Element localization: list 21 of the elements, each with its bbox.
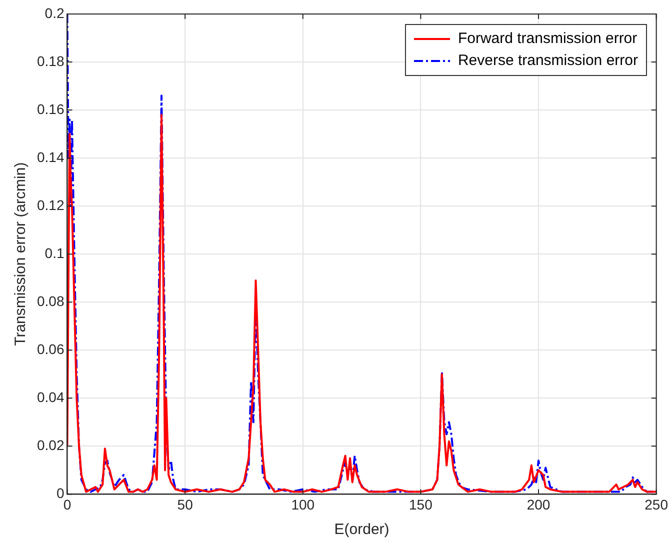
line-series [67, 14, 656, 493]
y-tick-label: 0.02 [37, 437, 64, 454]
y-axis-title: Transmission error (arcmin) [12, 162, 30, 346]
y-tick-label: 0.06 [37, 341, 64, 357]
y-tick-label: 0.04 [37, 389, 64, 406]
x-tick-label: 200 [526, 496, 550, 512]
legend-label: Forward transmission error [458, 29, 638, 49]
x-tick-label: 150 [409, 496, 433, 512]
y-tick-label: 0.12 [37, 196, 64, 213]
y-tick-label: 0.08 [37, 292, 64, 309]
x-axis-title: E(order) [334, 521, 390, 538]
y-tick-label: 0.18 [37, 52, 64, 69]
y-tick-label: 0.1 [44, 244, 64, 261]
x-tick-label: 250 [644, 496, 668, 512]
y-tick-label: 0.14 [37, 148, 64, 165]
y-tick-label: 0.16 [37, 100, 64, 117]
x-tick-label: 50 [177, 496, 194, 512]
y-tick-label: 0.2 [44, 4, 64, 21]
legend-label: Reverse transmission error [458, 51, 638, 71]
y-tick-label: 0 [56, 485, 64, 502]
x-tick-label: 100 [291, 496, 315, 512]
